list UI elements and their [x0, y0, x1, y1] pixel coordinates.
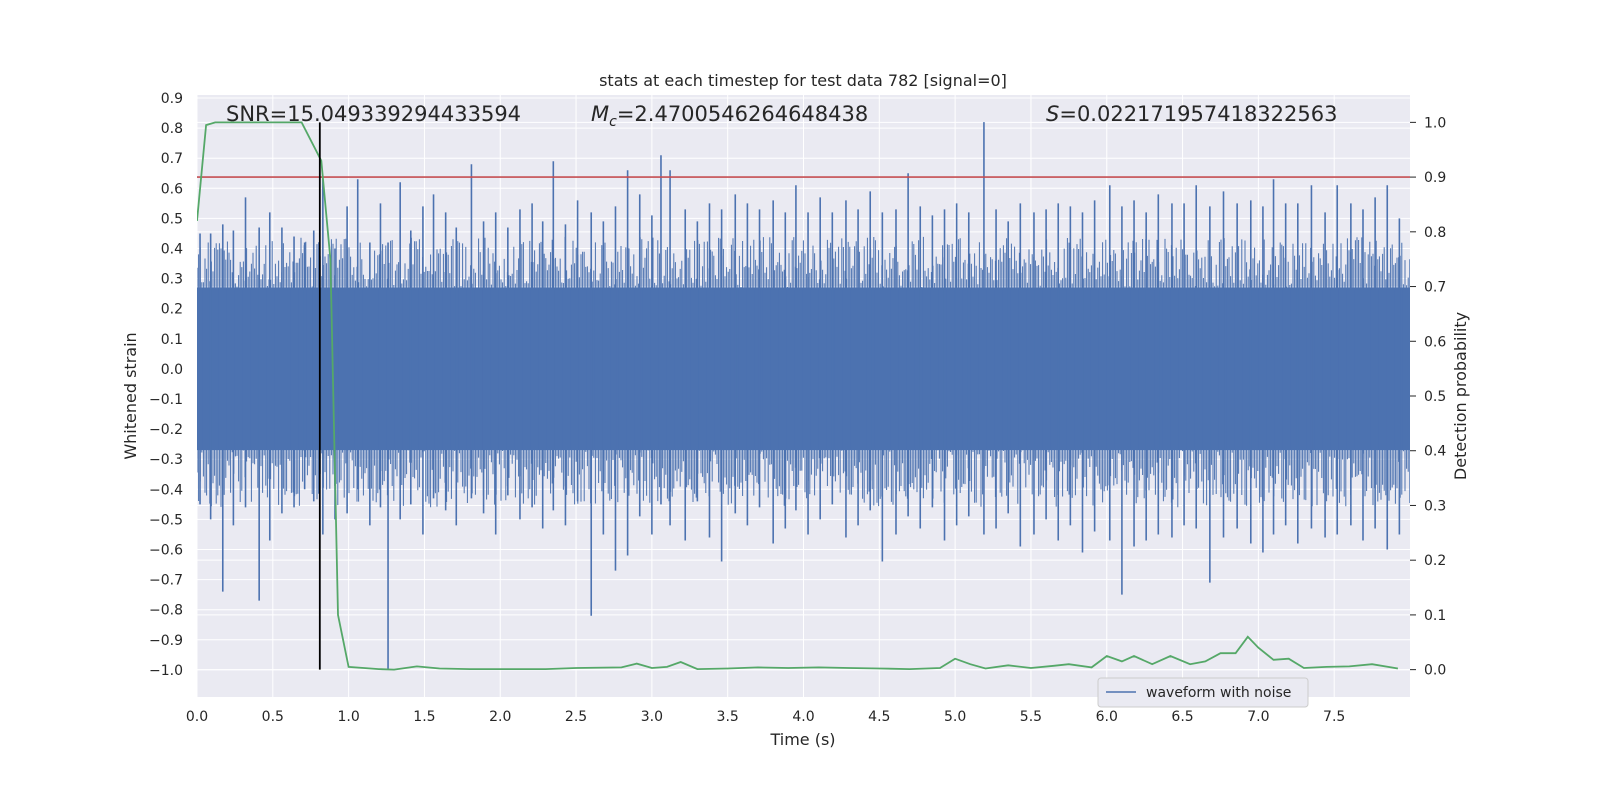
- s-symbol: S: [1046, 102, 1059, 126]
- y2-tick-label: 0.6: [1424, 334, 1446, 350]
- s-value: =0.022171957418322563: [1059, 102, 1337, 126]
- chart-title: stats at each timestep for test data 782…: [599, 71, 1007, 90]
- y-tick-label: 0.6: [161, 181, 183, 197]
- y-tick-label: −1.0: [149, 663, 183, 679]
- y-tick-label: −0.2: [149, 422, 183, 438]
- mc-subscript: c: [609, 114, 617, 130]
- x-tick-label: 2.0: [489, 709, 511, 725]
- x-tick-label: 7.0: [1247, 709, 1269, 725]
- y2-tick-label: 0.4: [1424, 444, 1446, 460]
- plot-series-layer: [197, 121, 1410, 671]
- x-tick-label: 4.0: [792, 709, 814, 725]
- y2-tick-label: 1.0: [1424, 115, 1446, 131]
- y-tick-label: −0.1: [149, 392, 183, 408]
- x-tick-label: 4.5: [868, 709, 890, 725]
- x-axis-label: Time (s): [769, 730, 835, 749]
- y2-tick-label: 0.8: [1424, 225, 1446, 241]
- y-tick-label: 0.2: [161, 302, 183, 318]
- axes-ticks: 0.0 0.5 1.0 1.5 2.0 2.5 3.0 3.5 4.0 4.5 5.0 5.5 6.0 6…: [149, 91, 1446, 725]
- x-tick-label: 6.5: [1171, 709, 1193, 725]
- x-tick-label: 7.5: [1323, 709, 1345, 725]
- legend: waveform with noise: [1097, 677, 1309, 708]
- x-tick-label: 1.5: [413, 709, 435, 725]
- y2-tick-label: 0.5: [1424, 389, 1446, 405]
- x-tick-label: 6.0: [1096, 709, 1118, 725]
- y2-tick-label: 0.3: [1424, 498, 1446, 514]
- y-tick-label: −0.9: [149, 633, 183, 649]
- y-tick-label: 0.0: [161, 362, 183, 378]
- legend-box: [1097, 677, 1309, 708]
- y2-tick-label: 0.2: [1424, 553, 1446, 569]
- y2-tick-label: 0.0: [1424, 663, 1446, 679]
- mc-value: =2.4700546264648438: [617, 102, 868, 126]
- x-tick-label: 0.0: [186, 709, 208, 725]
- snr-annotation: SNR=15.049339294433594: [226, 102, 521, 126]
- x-tick-label: 5.5: [1020, 709, 1042, 725]
- x-tick-label: 3.0: [641, 709, 663, 725]
- y2-tick-label: 0.9: [1424, 170, 1446, 186]
- x-tick-label: 0.5: [262, 709, 284, 725]
- mc-annotation: Mc=2.4700546264648438: [591, 102, 868, 130]
- y-tick-label: 0.7: [161, 151, 183, 167]
- y-tick-label: −0.8: [149, 603, 183, 619]
- detection-probability-line: [197, 121, 1399, 671]
- waveform-series: [197, 122, 1410, 670]
- y-tick-label: −0.5: [149, 512, 183, 528]
- y-tick-label: 0.5: [161, 211, 183, 227]
- x-tick-label: 3.5: [717, 709, 739, 725]
- y-tick-label: 0.3: [161, 272, 183, 288]
- y-tick-label: 0.4: [161, 242, 183, 258]
- legend-label: waveform with noise: [1146, 685, 1291, 701]
- y-tick-label: −0.4: [149, 482, 183, 498]
- y-tick-label: 0.8: [161, 121, 183, 137]
- x-tick-label: 2.5: [565, 709, 587, 725]
- y2-tick-label: 0.1: [1424, 608, 1446, 624]
- x-tick-label: 1.0: [337, 709, 359, 725]
- s-annotation: S=0.022171957418322563: [1046, 102, 1337, 126]
- x-tick-label: 5.0: [944, 709, 966, 725]
- y-tick-label: −0.6: [149, 543, 183, 559]
- mc-symbol: M: [591, 102, 609, 126]
- y-axis-label: Whitened strain: [121, 332, 140, 459]
- y2-axis-label: Detection probability: [1451, 312, 1470, 480]
- y2-tick-label: 0.7: [1424, 280, 1446, 296]
- y-tick-label: 0.9: [161, 91, 183, 107]
- y-tick-label: −0.7: [149, 573, 183, 589]
- y-tick-label: 0.1: [161, 332, 183, 348]
- y-tick-label: −0.3: [149, 452, 183, 468]
